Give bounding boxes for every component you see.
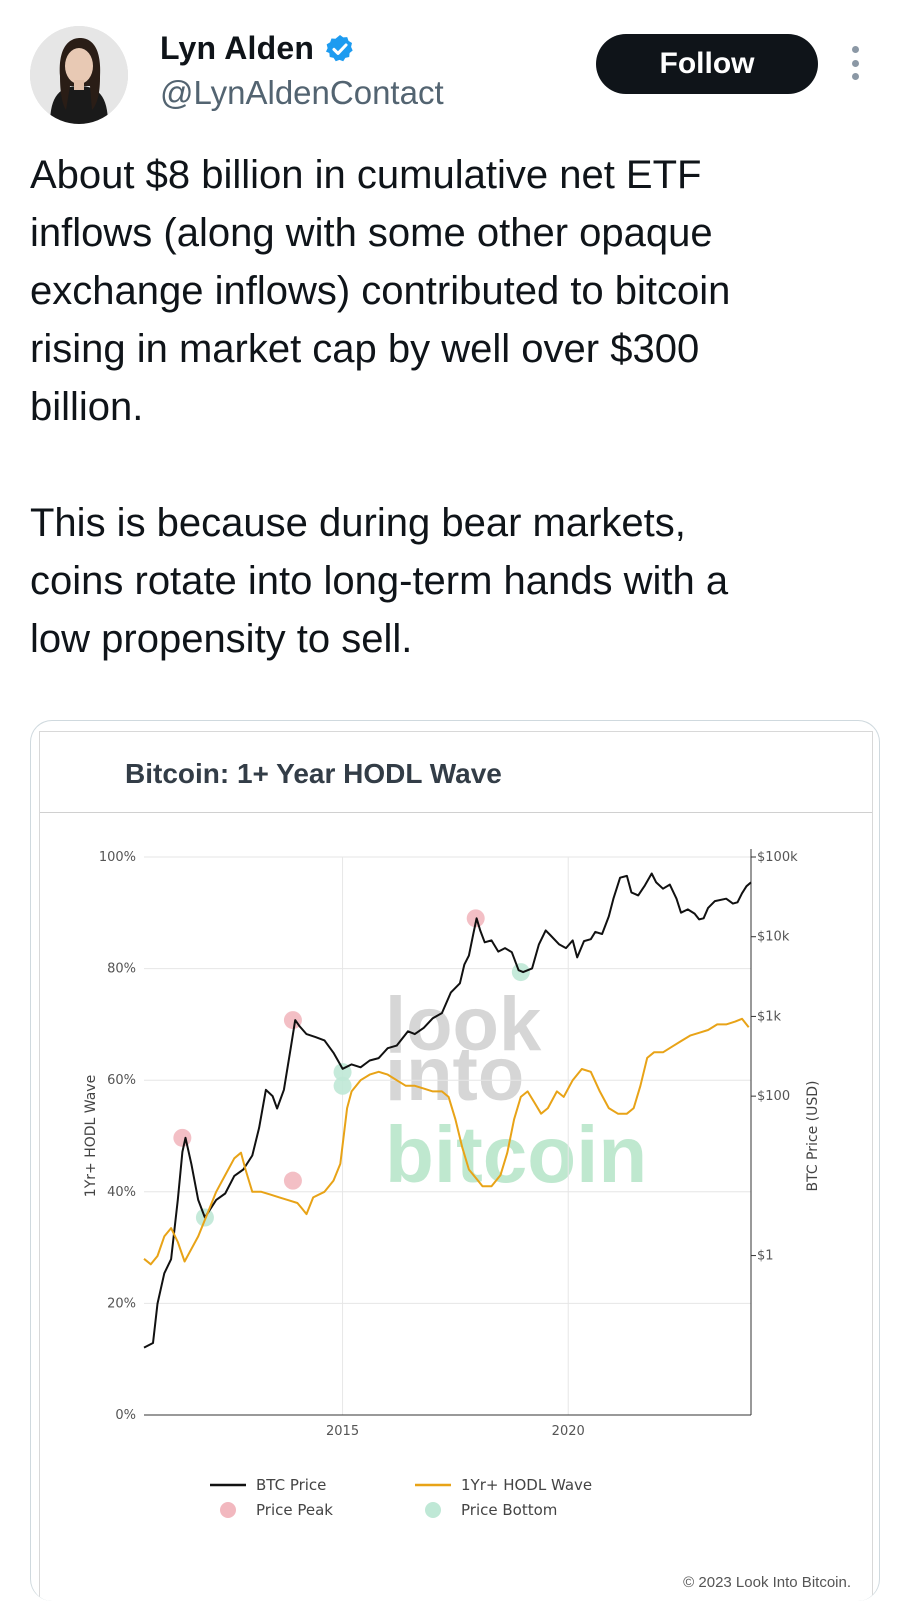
y2-tick-label: $100 (757, 1089, 790, 1104)
chart-title: Bitcoin: 1+ Year HODL Wave (125, 758, 502, 789)
tweet-line: inflows (along with some other opaque (30, 211, 713, 255)
y2-tick-label: $1 (757, 1249, 774, 1264)
watermark-text: into (385, 1032, 524, 1117)
hodl-wave-line (143, 1017, 750, 1266)
chart-copyright: © 2023 Look Into Bitcoin. (683, 1574, 851, 1591)
title-divider (40, 812, 872, 813)
author-handle[interactable]: @LynAldenContact (160, 74, 444, 111)
legend-label: Price Peak (256, 1501, 333, 1519)
y-tick-label: 20% (107, 1296, 136, 1311)
btc-price-line (143, 872, 752, 1349)
tweet-line: exchange inflows) contributed to bitcoin (30, 269, 731, 313)
legend-label: Price Bottom (461, 1501, 557, 1519)
y-tick-label: 100% (99, 850, 136, 865)
x-tick-label: 2020 (552, 1424, 585, 1439)
y2-tick-label: $100k (757, 850, 798, 865)
tweet-line: low propensity to sell. (30, 617, 413, 661)
tweet-header: Lyn Alden @LynAldenContact Follow (0, 0, 909, 135)
verified-badge-icon (326, 34, 353, 61)
more-dot (851, 59, 859, 67)
watermark-text: bitcoin (385, 1110, 647, 1199)
author-name-row: Lyn Alden (160, 30, 356, 67)
tweet-line-blank (30, 436, 890, 494)
legend-label: BTC Price (256, 1476, 326, 1494)
y2-tick-label: $10k (757, 930, 790, 945)
follow-button[interactable]: Follow (596, 34, 818, 94)
y-tick-label: 40% (107, 1185, 136, 1200)
y2-tick-label: $1k (757, 1009, 782, 1024)
author-avatar[interactable] (30, 26, 128, 124)
media-card[interactable]: Bitcoin: 1+ Year HODL Wave look into bitco… (30, 720, 880, 1601)
y2-axis-title: BTC Price (USD) (805, 1080, 821, 1191)
y-tick-label: 0% (115, 1408, 136, 1423)
tweet-line: This is because during bear markets, (30, 501, 686, 545)
legend-swatch-dot (220, 1502, 236, 1518)
price-peak-marker (173, 1128, 192, 1147)
more-dot (851, 46, 859, 53)
avatar-image (30, 26, 128, 124)
price-peak-marker (283, 1171, 302, 1190)
price-bottom-marker (333, 1076, 352, 1095)
tweet-line: About $8 billion in cumulative net ETF (30, 153, 702, 197)
tweet-text: About $8 billion in cumulative net ETF i… (30, 146, 890, 668)
y-axis-title: 1Yr+ HODL Wave (83, 1075, 99, 1197)
y-tick-label: 60% (107, 1073, 136, 1088)
tweet-line: coins rotate into long-term hands with a (30, 559, 729, 603)
y-tick-label: 80% (107, 962, 136, 977)
legend-label: 1Yr+ HODL Wave (461, 1476, 592, 1494)
watermark-text: look (385, 982, 542, 1067)
author-name[interactable]: Lyn Alden (160, 30, 315, 66)
chart-frame: Bitcoin: 1+ Year HODL Wave look into bitco… (39, 731, 873, 1601)
x-tick-label: 2015 (326, 1424, 359, 1439)
tweet-line: billion. (30, 385, 144, 429)
legend-swatch-dot (425, 1502, 441, 1518)
more-dot (851, 73, 859, 80)
tweet-line: rising in market cap by well over $300 (30, 327, 700, 371)
more-options-icon[interactable] (848, 46, 862, 80)
